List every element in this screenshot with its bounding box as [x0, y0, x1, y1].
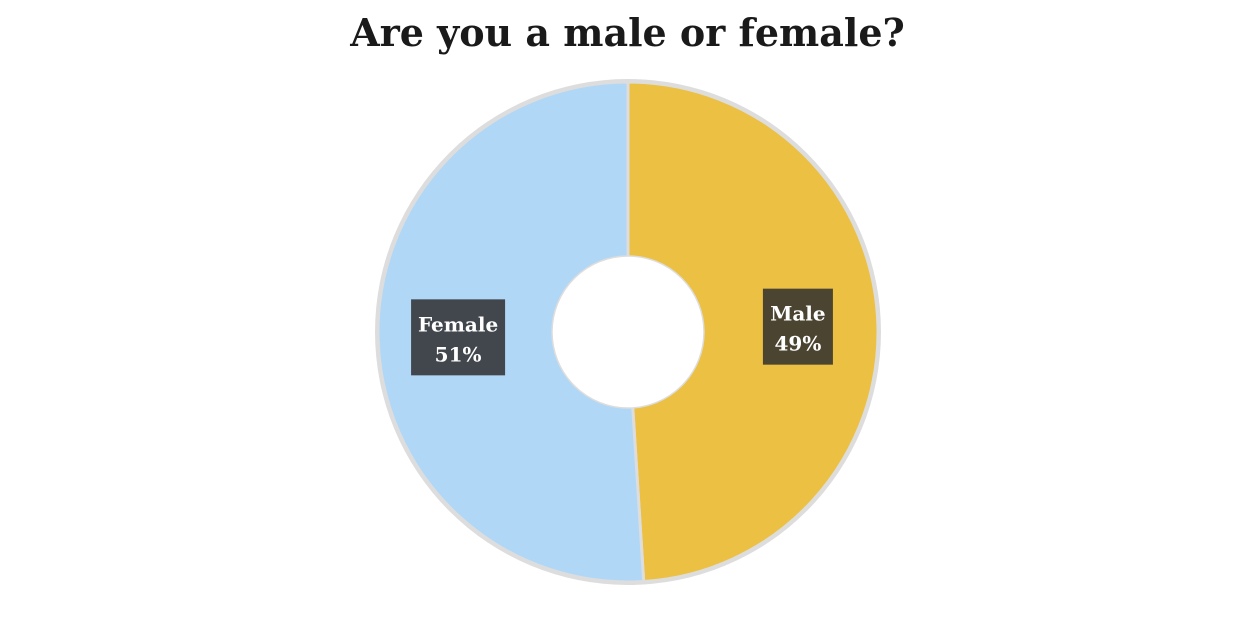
- slice-label-name: Male: [770, 302, 825, 326]
- chart-title: Are you a male or female?: [350, 10, 905, 55]
- slice-label-value: 51%: [435, 342, 482, 366]
- slice-label-box: [762, 288, 833, 365]
- labels-group: Male 49% Female 51%: [411, 288, 833, 376]
- slice-label-female: Female 51%: [411, 299, 506, 376]
- slices-group: [376, 80, 880, 584]
- slice-label-value: 49%: [774, 332, 821, 356]
- slice-label-male: Male 49%: [762, 288, 833, 365]
- slice-female[interactable]: [376, 80, 646, 584]
- slice-label-name: Female: [418, 312, 498, 336]
- donut-hole: [551, 255, 705, 409]
- slice-label-box: [411, 299, 506, 376]
- slice-male[interactable]: [626, 80, 880, 584]
